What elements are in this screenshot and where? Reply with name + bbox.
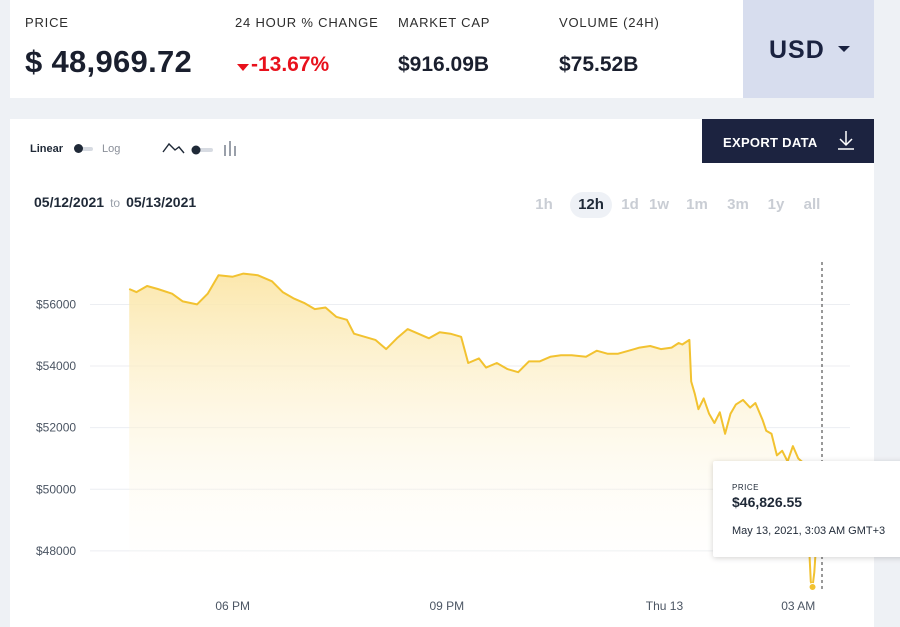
volume-label: VOLUME (24H): [559, 15, 660, 30]
date-range[interactable]: 05/12/2021 to 05/13/2021: [34, 194, 196, 210]
price-value: $ 48,969.72: [25, 44, 193, 79]
x-tick-label: 09 PM: [429, 599, 464, 613]
scale-switch[interactable]: [74, 144, 93, 153]
price-line: [128, 272, 818, 588]
line-chart-icon: [162, 142, 185, 154]
scale-linear-label[interactable]: Linear: [30, 143, 64, 155]
range-start[interactable]: 05/12/2021: [34, 194, 105, 210]
stats-bar: PRICE $ 48,969.72 24 HOUR % CHANGE -13.6…: [10, 0, 743, 98]
range-to-label: to: [110, 196, 121, 210]
scale-switch-knob: [74, 144, 83, 153]
price-area: [129, 273, 817, 594]
y-tick-label: $54000: [36, 359, 76, 373]
tooltip-date: May 13, 2021, 3:03 AM GMT+3: [732, 525, 886, 537]
price-tooltip: PRICE $46,826.55 May 13, 2021, 3:03 AM G…: [713, 461, 900, 557]
tooltip-value: $46,826.55: [732, 494, 803, 510]
change-label: 24 HOUR % CHANGE: [235, 15, 379, 30]
scale-log-label[interactable]: Log: [102, 143, 121, 155]
tooltip-label: PRICE: [732, 483, 759, 492]
y-tick-label: $56000: [36, 297, 76, 311]
y-tick-label: $48000: [36, 544, 76, 558]
candlestick-icon: [224, 141, 236, 156]
period-3m[interactable]: 3m: [727, 196, 749, 213]
period-1y[interactable]: 1y: [767, 196, 785, 213]
period-1m[interactable]: 1m: [686, 196, 708, 213]
x-tick-label: Thu 13: [646, 599, 684, 613]
x-tick-label: 03 AM: [781, 599, 815, 613]
hover-point-marker: [808, 583, 817, 592]
export-data-label: EXPORT DATA: [723, 135, 818, 150]
period-all[interactable]: all: [803, 196, 821, 213]
price-label: PRICE: [25, 15, 69, 30]
download-icon: [838, 131, 854, 150]
period-12h[interactable]: 12h: [570, 192, 612, 218]
volume-value: $75.52B: [559, 53, 639, 76]
chart-type-toggle[interactable]: [162, 140, 242, 165]
currency-label: USD: [769, 36, 825, 64]
change-value: -13.67%: [251, 53, 330, 76]
period-1d[interactable]: 1d: [621, 196, 639, 213]
export-data-button[interactable]: EXPORT DATA: [702, 119, 874, 163]
range-end[interactable]: 05/13/2021: [126, 194, 197, 210]
chart-type-switch-knob: [191, 145, 201, 155]
market-cap-label: MARKET CAP: [398, 15, 491, 30]
y-tick-label: $52000: [36, 421, 76, 435]
currency-selector[interactable]: USD: [743, 0, 874, 98]
x-tick-label: 06 PM: [215, 599, 250, 613]
chart-card: $56000 $54000 $52000 $50000 $48000 06 PM 09 P…: [10, 119, 900, 627]
market-cap-value: $916.09B: [398, 53, 490, 76]
down-arrow-icon: [237, 64, 249, 71]
period-1w[interactable]: 1w: [648, 196, 669, 213]
y-tick-label: $50000: [36, 482, 76, 496]
chevron-down-icon: [838, 46, 850, 52]
period-1h[interactable]: 1h: [535, 196, 553, 213]
